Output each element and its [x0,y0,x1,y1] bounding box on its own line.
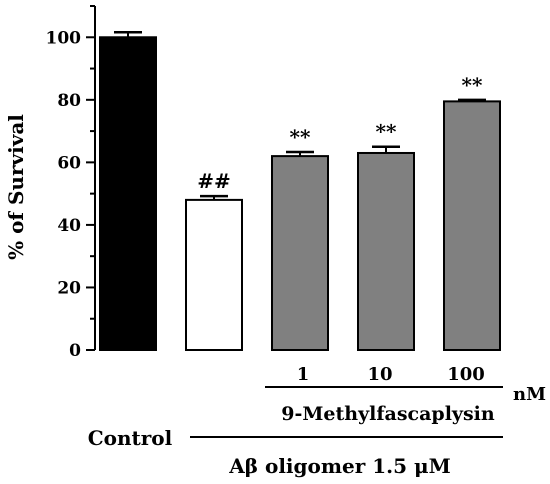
significance-label-3: ** [290,125,311,149]
bars: ## ** ** ** [99,31,501,351]
y-tick-label: 40 [57,216,81,236]
y-tick-label: 80 [57,91,81,111]
significance-label-4: ** [376,120,397,144]
bar-1 [99,36,157,351]
bar-3 [271,155,329,351]
significance-label-5: ** [462,73,483,97]
dose-label-1: 1 [297,364,310,385]
y-tick-label: 100 [46,28,82,48]
significance-label-2: ## [197,169,231,193]
dose-unit-label: nM [513,384,546,405]
oligomer-label: Aβ oligomer 1.5 μM [228,454,451,478]
y-tick-label: 20 [57,278,81,298]
y-tick-label: 0 [69,341,81,361]
compound-label: 9-Methylfascaplysin [281,403,495,425]
bar-2 [185,198,243,351]
control-label: Control [88,426,173,450]
dose-label-100: 100 [447,364,485,385]
y-axis-title: % of Survival [4,114,28,260]
dose-label-10: 10 [367,364,392,385]
bar-5 [443,100,501,351]
y-tick-label: 60 [57,153,81,173]
bar-4 [357,151,415,351]
y-axis: 0 20 40 60 80 100 [46,5,96,361]
